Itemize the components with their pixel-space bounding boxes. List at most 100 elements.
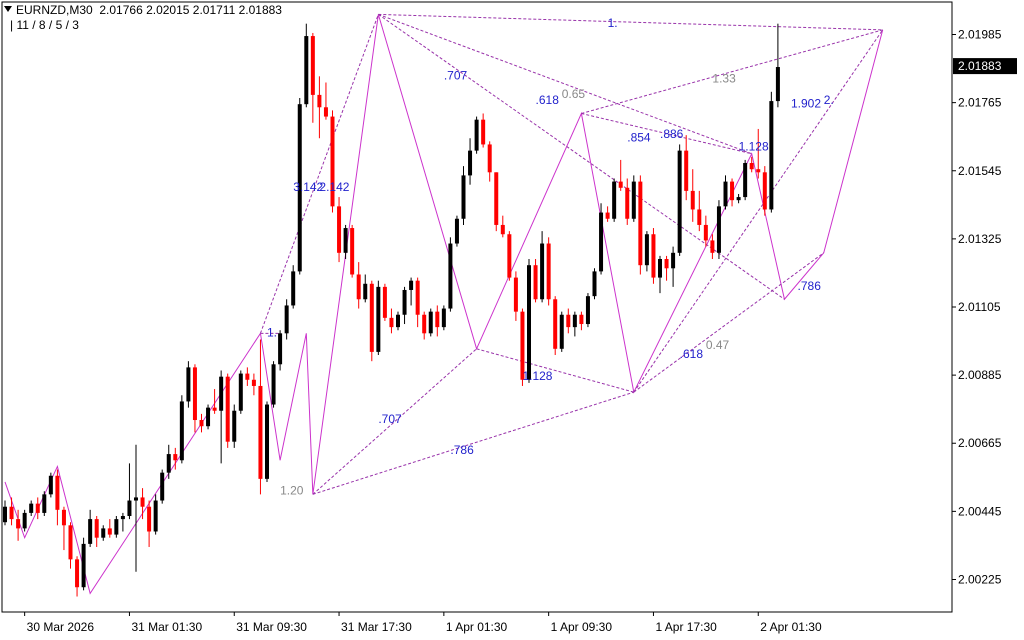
candle-bear xyxy=(173,454,178,461)
fib-labels-layer: 1.1..707.618 0.651.331.902 2..854.8861.128… xyxy=(267,16,834,498)
candle-bull xyxy=(441,308,446,328)
candle-bear xyxy=(546,243,551,300)
fib-line xyxy=(378,13,752,155)
candle-bear xyxy=(55,475,60,510)
candle-bull xyxy=(278,333,283,365)
zigzag-layer xyxy=(4,14,884,595)
fib-line xyxy=(378,13,785,300)
candle-bear xyxy=(730,181,735,201)
candle-bull xyxy=(291,271,296,306)
x-tick-label: 30 Mar 2026 xyxy=(27,620,95,634)
x-tick-label: 1 Apr 09:30 xyxy=(551,620,613,634)
candle-bear xyxy=(323,107,328,117)
candle-bull xyxy=(22,512,27,529)
fib-level-label: 3.142 xyxy=(293,180,323,194)
chart-header: EURNZD,M30 2.01766 2.02015 2.01711 2.018… xyxy=(4,3,282,17)
fib-lines-layer xyxy=(259,13,884,495)
y-tick-label: 2.00665 xyxy=(958,436,1002,450)
fib-level-label: 1.902 xyxy=(791,96,821,110)
y-tick-label: 2.01545 xyxy=(958,164,1002,178)
candle-bull xyxy=(448,243,453,309)
candle-bull xyxy=(232,410,237,442)
candle-bear xyxy=(337,206,342,253)
candle-bear xyxy=(684,150,689,191)
x-tick-label: 1 Apr 17:30 xyxy=(655,620,717,634)
candle-bear xyxy=(75,559,80,588)
candle-bull xyxy=(42,494,47,513)
candle-bull xyxy=(120,516,125,520)
fib-level-label: .786 xyxy=(798,279,822,293)
fib-line xyxy=(633,252,825,393)
candle-bull xyxy=(585,296,590,325)
candle-bull xyxy=(297,104,302,272)
fib-level-label: .886 xyxy=(660,127,684,141)
candle-bear xyxy=(147,506,152,532)
candle-bear xyxy=(664,259,669,269)
candle-bear xyxy=(212,407,217,411)
candle-bull xyxy=(376,286,381,352)
candle-bear xyxy=(9,506,14,520)
candle-bull xyxy=(114,519,119,535)
candle-bear xyxy=(494,172,499,225)
candle-bull xyxy=(166,454,171,473)
candle-bear xyxy=(356,274,361,300)
fib-level-label: 2.142 xyxy=(319,180,349,194)
candle-bull xyxy=(775,67,780,102)
candle-bear xyxy=(487,144,492,173)
x-tick-label: 1 Apr 01:30 xyxy=(446,620,508,634)
y-tick-label: 2.01765 xyxy=(958,96,1002,110)
candle-bear xyxy=(422,314,427,334)
candle-bull xyxy=(540,243,545,300)
candle-bear xyxy=(94,519,99,538)
candle-bear xyxy=(756,169,761,173)
candle-bull xyxy=(599,212,604,272)
fib-level-label: .854 xyxy=(627,130,651,144)
y-tick-label: 2.00885 xyxy=(958,368,1002,382)
candle-bull xyxy=(284,305,289,334)
candle-bull xyxy=(265,404,269,479)
candle-bear xyxy=(330,116,335,207)
candle-bear xyxy=(697,209,702,225)
candle-bear xyxy=(245,373,250,380)
candle-bull xyxy=(127,500,132,517)
candle-bull xyxy=(48,475,53,495)
candle-bull xyxy=(716,206,721,253)
candle-bear xyxy=(199,420,204,427)
candle-bull xyxy=(160,472,165,501)
candle-bear xyxy=(520,311,525,380)
collapse-triangle-icon[interactable] xyxy=(4,6,12,12)
candle-bull xyxy=(238,373,243,411)
candle-bull xyxy=(612,181,617,219)
candle-bear xyxy=(225,376,230,442)
candle-bear xyxy=(317,94,322,108)
fib-line xyxy=(581,29,883,114)
candle-bull xyxy=(592,271,597,297)
candle-bear xyxy=(749,163,754,170)
fib-level-label: 1. xyxy=(608,16,618,30)
candle-bear xyxy=(310,36,315,95)
candle-bear xyxy=(703,224,708,241)
fib-line xyxy=(633,29,884,393)
candle-bull xyxy=(396,314,400,328)
candle-bull xyxy=(29,503,34,513)
candle-bull xyxy=(572,314,577,328)
candle-bear xyxy=(415,280,420,315)
fib-level-label: 0.65 xyxy=(562,87,586,101)
candle-bull xyxy=(428,311,433,334)
candle-bull xyxy=(743,163,748,198)
candle-bear xyxy=(481,119,486,145)
candle-bull xyxy=(3,506,7,523)
y-tick-label: 2.01985 xyxy=(958,28,1002,42)
fib-level-label: 1.128 xyxy=(522,369,552,383)
candle-bear xyxy=(625,187,630,219)
plot-frame xyxy=(1,1,953,613)
candle-bear xyxy=(690,190,695,210)
candle-bear xyxy=(533,265,538,300)
candle-bull xyxy=(736,197,741,201)
candle-bull xyxy=(81,543,86,588)
candle-bear xyxy=(35,503,40,513)
candle-bull xyxy=(186,367,191,402)
candle-bear xyxy=(16,519,21,529)
